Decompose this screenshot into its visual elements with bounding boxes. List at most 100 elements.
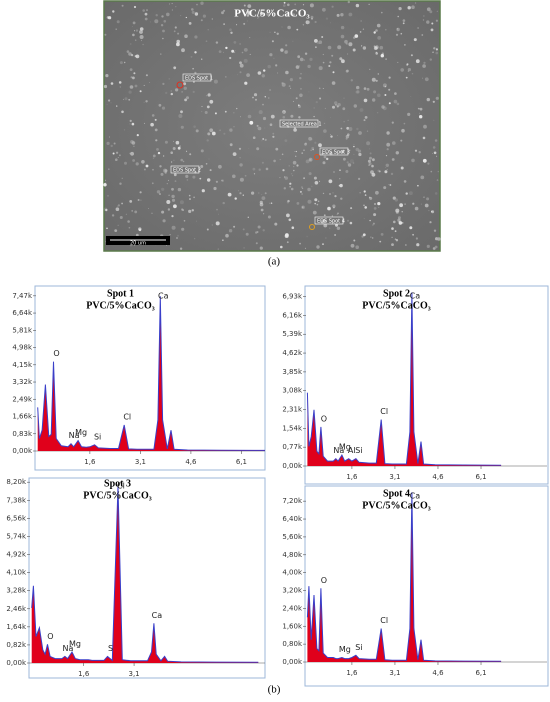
speckle	[162, 155, 165, 157]
speckle	[165, 91, 168, 95]
speckle	[200, 19, 203, 22]
speckle	[263, 213, 265, 215]
speckle	[259, 246, 263, 250]
speckle	[282, 115, 286, 119]
speckle	[340, 34, 345, 39]
speckle	[299, 57, 304, 62]
speckle	[190, 56, 193, 58]
speckle	[414, 206, 419, 211]
speckle	[303, 149, 305, 151]
speckle	[374, 203, 376, 205]
speckle	[307, 64, 311, 69]
speckle	[262, 103, 264, 106]
speckle	[400, 68, 405, 72]
speckle	[188, 194, 191, 197]
speckle	[271, 40, 274, 43]
speckle	[242, 194, 244, 196]
speckle	[201, 105, 203, 108]
speckle	[196, 76, 198, 78]
speckle	[135, 162, 139, 166]
spot-label: EDS Spot 4	[317, 219, 345, 225]
speckle	[388, 88, 391, 91]
speckle	[405, 244, 407, 246]
speckle	[369, 148, 371, 150]
speckle	[314, 141, 317, 144]
speckle	[412, 202, 415, 205]
speckle	[426, 97, 430, 102]
speckle	[284, 50, 289, 54]
x-tick-label: 1,6	[78, 670, 90, 678]
y-tick-label: 0,00k	[6, 659, 27, 667]
speckle	[215, 41, 219, 44]
speckle	[288, 165, 290, 167]
y-tick-label: 4,00k	[282, 569, 303, 577]
speckle	[133, 145, 135, 148]
y-tick-label: 1,66k	[12, 413, 33, 421]
speckle	[347, 163, 352, 167]
speckle	[270, 202, 273, 204]
speckle	[156, 190, 161, 194]
speckle	[373, 46, 378, 50]
speckle	[185, 174, 189, 178]
y-tick-label: 0,82k	[6, 641, 27, 649]
speckle	[206, 76, 208, 78]
speckle	[405, 76, 408, 79]
speckle	[134, 84, 138, 88]
speckle	[224, 110, 227, 113]
speckle	[290, 172, 293, 175]
speckle	[419, 112, 420, 114]
element-label: O	[47, 632, 53, 641]
speckle	[401, 128, 405, 133]
speckle	[379, 240, 382, 243]
speckle	[262, 138, 265, 140]
speckle	[322, 161, 326, 165]
speckle	[329, 193, 331, 195]
speckle	[316, 203, 319, 206]
speckle	[318, 87, 321, 90]
speckle	[299, 242, 301, 245]
speckle	[244, 9, 246, 11]
element-label: Si	[355, 643, 362, 652]
speckle	[303, 177, 305, 180]
speckle	[186, 96, 189, 100]
speckle	[136, 134, 139, 137]
y-tick-label: 3,20k	[282, 587, 303, 595]
speckle	[435, 51, 439, 55]
speckle	[363, 190, 366, 193]
speckle	[346, 126, 350, 130]
speckle	[129, 68, 133, 71]
speckle	[404, 44, 406, 46]
speckle	[350, 79, 353, 82]
speckle	[150, 122, 154, 127]
speckle	[356, 127, 359, 131]
speckle	[207, 178, 211, 182]
speckle	[339, 178, 341, 180]
speckle	[301, 193, 303, 195]
speckle	[200, 149, 204, 153]
speckle	[256, 147, 260, 151]
speckle	[403, 180, 407, 183]
speckle	[392, 141, 396, 145]
speckle	[134, 210, 138, 214]
speckle	[330, 117, 332, 118]
speckle	[223, 23, 225, 25]
speckle	[388, 102, 391, 105]
speckle	[206, 139, 209, 142]
y-tick-label: 5,81k	[12, 326, 33, 334]
speckle	[280, 48, 284, 52]
spectrum-area	[31, 486, 259, 663]
speckle	[430, 28, 434, 32]
speckle	[177, 187, 182, 192]
speckle	[172, 147, 176, 150]
speckle	[429, 10, 433, 14]
element-label: O	[321, 414, 327, 423]
y-tick-label: 4,10k	[6, 569, 27, 577]
speckle	[316, 245, 320, 249]
speckle	[289, 78, 293, 82]
y-tick-label: 2,40k	[282, 604, 303, 612]
label-box	[314, 216, 344, 225]
element-label: Ca	[152, 611, 163, 620]
speckle	[171, 187, 174, 191]
speckle	[330, 134, 331, 135]
speckle	[247, 4, 252, 8]
